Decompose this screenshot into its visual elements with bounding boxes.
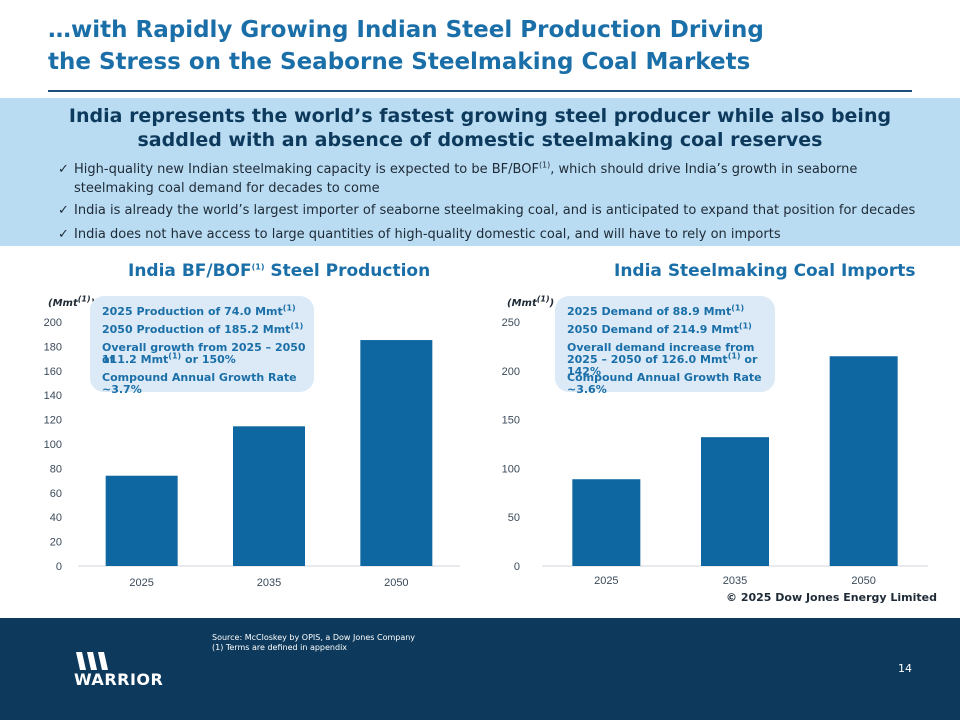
x-tick-label: 2050 bbox=[384, 577, 408, 589]
chart-2-unit-text: (Mmt bbox=[507, 298, 537, 309]
chart-2: 0 50 100 150 200 250 2025 2035 2050 bbox=[502, 317, 928, 587]
chart-1-title-end: Steel Production bbox=[264, 261, 431, 281]
y-tick-label: 0 bbox=[56, 561, 62, 573]
x-tick-label: 2050 bbox=[851, 575, 875, 587]
y-tick-label: 60 bbox=[50, 488, 62, 500]
copyright-note: © 2025 Dow Jones Energy Limited bbox=[726, 591, 937, 604]
banner-headline: India represents the world’s fastest gro… bbox=[68, 105, 892, 151]
chart-2-callout-line-5: Compound Annual Growth Rate ~3.6% bbox=[567, 372, 775, 396]
bullet-3-text: India does not have access to large quan… bbox=[74, 227, 781, 242]
callout-text-end: or 142% bbox=[567, 353, 758, 378]
bullet-2-text: India is already the world’s largest imp… bbox=[74, 203, 916, 218]
chart-2-callout-line-1: 2025 Demand of 88.9 Mmt(1) bbox=[567, 303, 745, 318]
y-tick-label: 250 bbox=[502, 317, 520, 329]
y-tick-label: 100 bbox=[44, 439, 62, 451]
warrior-logo-icon bbox=[76, 652, 108, 670]
y-tick-label: 50 bbox=[508, 512, 520, 524]
callout-text-end: or 150% bbox=[181, 353, 236, 366]
check-icon: ✓ bbox=[58, 227, 69, 242]
callout-footnote: (1) bbox=[290, 321, 304, 331]
chart-2-unit-footnote: (1) bbox=[536, 294, 550, 304]
chart-2-callout-line-3: Overall demand increase from bbox=[567, 342, 754, 354]
bar-2035 bbox=[233, 426, 305, 566]
chart-1-callout-line-2: 2050 Production of 185.2 Mmt(1) bbox=[102, 321, 304, 336]
footer-bar bbox=[0, 618, 960, 720]
chart-1-title-footnote: (1) bbox=[251, 262, 265, 272]
bullet-1-footnote: (1) bbox=[538, 160, 551, 170]
chart-2-title-text: India Steelmaking Coal Imports bbox=[614, 261, 916, 281]
bar-2035 bbox=[701, 437, 769, 566]
check-icon: ✓ bbox=[58, 162, 69, 177]
callout-text: Overall growth from 2025 – 2050 of bbox=[102, 341, 306, 366]
y-tick-label: 100 bbox=[502, 463, 520, 475]
chart-2-callout: 2025 Demand of 88.9 Mmt(1) 2050 Demand o… bbox=[555, 296, 775, 396]
chart-1-title-text: India BF/BOF bbox=[128, 261, 252, 281]
chart-2-callout-line-2: 2050 Demand of 214.9 Mmt(1) bbox=[567, 321, 752, 336]
chart-1: 0 20 40 60 80 100 120 140 160 180 200 2025 2035 2050 bbox=[44, 317, 460, 589]
callout-text: 2050 Demand of 214.9 Mmt bbox=[567, 323, 739, 336]
page-title-line-2: the Stress on the Seaborne Steelmaking C… bbox=[48, 49, 751, 75]
bar-2025 bbox=[572, 479, 641, 566]
chart-1-callout-line-1: 2025 Production of 74.0 Mmt(1) bbox=[102, 303, 296, 318]
company-logo-text: WARRIOR bbox=[74, 670, 164, 689]
callout-text: 2025 Demand of 88.9 Mmt bbox=[567, 305, 732, 318]
callout-footnote: (1) bbox=[168, 351, 182, 361]
y-tick-label: 120 bbox=[44, 415, 62, 427]
x-tick-label: 2035 bbox=[257, 577, 281, 589]
callout-text: Compound Annual Growth Rate ~3.6% bbox=[567, 371, 762, 396]
bar-2025 bbox=[105, 475, 178, 566]
banner-bullet-1: ✓ High-quality new Indian steelmaking ca… bbox=[58, 160, 918, 198]
chart-1-callout-line-4: 111.2 Mmt(1) or 150% bbox=[102, 351, 236, 366]
y-tick-label: 80 bbox=[50, 463, 62, 475]
x-tick-label: 2035 bbox=[723, 575, 747, 587]
bullet-1-text: High-quality new Indian steelmaking capa… bbox=[74, 162, 539, 177]
chart-2-callout-line-4: 2025 – 2050 of 126.0 Mmt(1) or 142% bbox=[567, 351, 775, 378]
y-tick-label: 160 bbox=[44, 366, 62, 378]
callout-text: 111.2 Mmt bbox=[102, 353, 169, 366]
bullet-1-text-end: , which should drive India’s growth in s… bbox=[74, 162, 858, 196]
chart-1-callout: 2025 Production of 74.0 Mmt(1) 2050 Prod… bbox=[90, 296, 314, 396]
footnote-line: (1) Terms are defined in appendix bbox=[212, 643, 348, 652]
y-tick-label: 180 bbox=[44, 341, 62, 353]
callout-text: 2025 Production of 74.0 Mmt bbox=[102, 305, 283, 318]
y-tick-label: 200 bbox=[502, 366, 520, 378]
chart-1-callout-line-3: Overall growth from 2025 – 2050 of bbox=[102, 342, 314, 366]
callout-footnote: (1) bbox=[282, 303, 296, 313]
y-tick-label: 150 bbox=[502, 415, 520, 427]
callout-text: 2050 Production of 185.2 Mmt bbox=[102, 323, 291, 336]
chart-2-unit-close: ) bbox=[549, 298, 555, 309]
callout-footnote: (1) bbox=[727, 351, 741, 361]
callout-footnote: (1) bbox=[731, 303, 745, 313]
chart-1-title: India BF/BOF(1) Steel Production bbox=[128, 260, 430, 282]
bar-2050 bbox=[360, 340, 433, 566]
page-number: 14 bbox=[898, 662, 912, 675]
check-icon: ✓ bbox=[58, 203, 69, 218]
chart-1-callout-line-5: Compound Annual Growth Rate ~3.7% bbox=[102, 372, 314, 396]
callout-text: Overall demand increase from bbox=[567, 341, 755, 354]
footer-sources: Source: McCloskey by OPIS, a Dow Jones C… bbox=[212, 633, 415, 653]
chart-2-title: India Steelmaking Coal Imports bbox=[614, 260, 915, 282]
chart-1-unit-text: (Mmt bbox=[48, 298, 78, 309]
chart-1-unit-footnote: (1) bbox=[77, 294, 91, 304]
y-tick-label: 40 bbox=[50, 512, 62, 524]
y-tick-label: 20 bbox=[50, 537, 62, 549]
callout-text: 2025 – 2050 of 126.0 Mmt bbox=[567, 353, 728, 366]
bar-2050 bbox=[829, 356, 898, 566]
y-tick-label: 140 bbox=[44, 390, 62, 402]
callout-text: Compound Annual Growth Rate ~3.7% bbox=[102, 371, 297, 396]
callout-footnote: (1) bbox=[738, 321, 752, 331]
title-divider bbox=[48, 90, 912, 92]
source-line: Source: McCloskey by OPIS, a Dow Jones C… bbox=[212, 633, 416, 642]
page-title: …with Rapidly Growing Indian Steel Produ… bbox=[48, 14, 928, 78]
y-tick-label: 200 bbox=[44, 317, 62, 329]
x-tick-label: 2025 bbox=[129, 577, 153, 589]
banner-bullet-3: ✓ India does not have access to large qu… bbox=[58, 225, 918, 244]
page-title-line-1: …with Rapidly Growing Indian Steel Produ… bbox=[48, 17, 764, 43]
banner-bullet-2: ✓ India is already the world’s largest i… bbox=[58, 201, 918, 220]
summary-banner bbox=[0, 98, 960, 246]
chart-2-unit-label: (Mmt(1)) bbox=[507, 294, 555, 309]
x-tick-label: 2025 bbox=[594, 575, 618, 587]
y-tick-label: 0 bbox=[514, 561, 520, 573]
